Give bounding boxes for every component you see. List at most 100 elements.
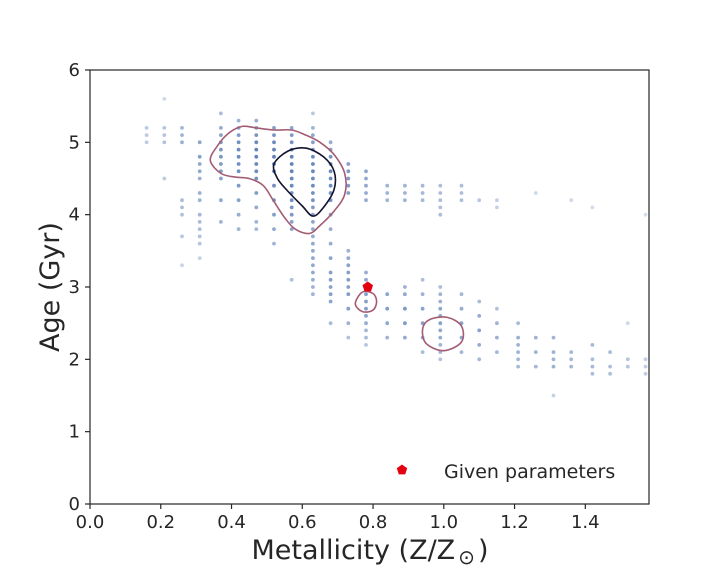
sample-point [197,169,202,174]
y-axis-title: Age (Gyr) [35,222,66,352]
sample-point [459,306,464,311]
sample-point [180,234,184,239]
sample-point [590,205,595,210]
sample-point [533,350,538,354]
sample-point [311,227,315,232]
sample-point [438,212,443,217]
sample-point [459,350,464,354]
sample-point [643,364,648,369]
sample-point [643,357,648,362]
sample-point [420,350,425,354]
sample-point [219,198,223,203]
sample-point [197,220,202,224]
sample-point [197,227,202,232]
sample-point [236,198,241,203]
sample-point [289,227,294,232]
sample-point [219,176,223,181]
sample-point [364,299,368,304]
x-axis-title-close: ) [478,535,489,566]
sample-point [328,256,333,260]
sample-point [364,191,368,195]
sample-point [236,154,241,159]
sample-point [144,126,149,130]
contour-layer [209,125,465,352]
sample-point [289,212,294,217]
sample-point [438,328,443,333]
sample-point [219,126,223,130]
sample-point [311,241,315,246]
sample-point [311,292,315,297]
x-tick-label: 0.4 [217,512,246,533]
sample-point [328,154,333,159]
sample-point [477,357,482,362]
sample-point [328,183,333,188]
sample-point [144,133,149,138]
sample-point [311,183,315,188]
sample-point [608,364,612,369]
sample-point [459,191,464,195]
sample-point [438,335,443,340]
sample-point [311,111,315,116]
sample-point [289,205,294,210]
sample-point [477,198,482,203]
sample-point [180,198,184,203]
sample-point [219,111,223,116]
sample-point [162,97,167,101]
sample-point [403,321,407,326]
sample-point [625,357,630,362]
sample-point [364,270,368,275]
contour-outer [209,125,347,235]
sample-point [254,162,259,166]
sample-point [311,198,315,203]
sample-point [289,154,294,159]
sample-point [311,285,315,289]
sample-point [289,169,294,174]
sample-point [364,183,368,188]
sample-point [364,277,368,282]
contour-outer [421,316,465,352]
sample-point [328,176,333,181]
sample-point [272,140,276,145]
x-tick-label: 0.8 [359,512,388,533]
sample-point [180,140,184,145]
sample-point [364,198,368,203]
sample-point [438,205,443,210]
sample-point [516,364,520,369]
sample-point [420,183,425,188]
y-tick-label: 2 [69,349,80,370]
y-tick-label: 3 [69,277,80,298]
sample-point [311,140,315,145]
sample-point [364,176,368,181]
sample-point [643,212,648,217]
x-tick-label: 1.4 [571,512,600,533]
sample-point [197,191,202,195]
sample-point [272,126,276,130]
sample-point [328,285,333,289]
sample-point [311,234,315,239]
sample-point [289,183,294,188]
sample-point [625,321,630,326]
x-axis-title: Metallicity (Z/Z ⊙) [252,535,489,569]
sample-point [289,140,294,145]
sample-point [346,263,351,268]
y-tick-label: 4 [69,205,80,226]
x-axis-title-text: Metallicity (Z/Z [252,535,456,566]
x-tick-label: 1.0 [429,512,458,533]
sample-point [289,176,294,181]
sample-point [236,183,241,188]
x-axis-title-solar-symbol: ⊙ [458,545,475,569]
sample-point [254,176,259,181]
sample-point [328,270,333,275]
sample-point [289,277,294,282]
sample-point [608,350,612,354]
sample-point [364,306,368,311]
sample-point [254,147,259,152]
sample-point [495,350,499,354]
sample-point [590,364,595,369]
sample-point [516,343,520,347]
sample-point [385,321,390,326]
sample-point [162,126,167,130]
sample-point [219,162,223,166]
sample-point [180,126,184,130]
sample-point [385,306,390,311]
